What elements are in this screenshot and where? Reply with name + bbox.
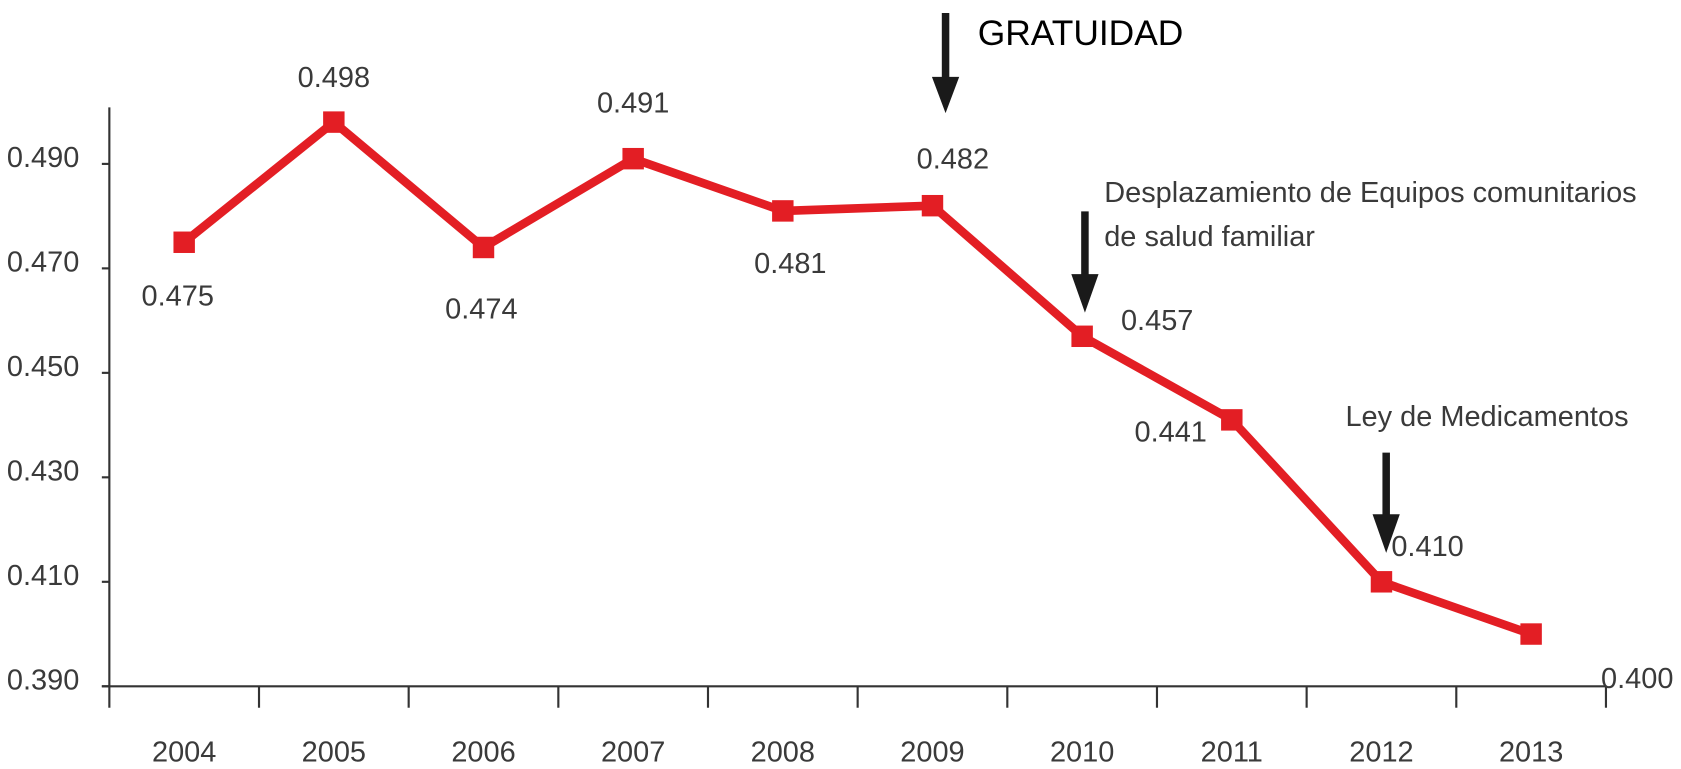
y-tick-label: 0.410 [7,560,79,592]
x-tick-label: 2004 [152,736,216,768]
annotation: Ley de Medicamentos [1345,401,1628,433]
data-label: 0.400 [1601,663,1673,695]
data-label: 0.482 [917,143,989,175]
marker [472,236,495,259]
data-label: 0.441 [1134,416,1206,448]
x-tick-label: 2011 [1201,736,1263,768]
x-tick-label: 2005 [302,736,366,768]
data-label: 0.481 [754,248,826,280]
x-tick-label: 2012 [1349,736,1413,768]
x-tick-label: 2007 [601,736,665,768]
annotation: GRATUIDAD [978,14,1184,53]
data-label: 0.457 [1121,305,1193,337]
marker [772,200,794,222]
x-tick-label: 2009 [900,736,964,768]
y-tick-label: 0.390 [7,665,79,697]
marker [323,111,345,133]
y-tick-label: 0.490 [7,142,79,174]
marker [1071,325,1093,348]
arrow-head [1372,514,1400,553]
y-tick-label: 0.430 [7,456,79,488]
line [181,117,1533,639]
arrow-head [931,76,960,114]
marker [1221,409,1243,431]
data-label: 0.410 [1391,531,1463,563]
marker [622,147,644,170]
annotation: Desplazamiento de Equipos comunitarios [1104,177,1636,209]
data-label: 0.491 [597,88,669,120]
data-label: 0.498 [298,62,370,94]
y-tick-label: 0.470 [7,247,79,279]
y-tick-label: 0.450 [7,351,79,383]
data-label: 0.474 [445,293,517,325]
x-tick-label: 2006 [451,736,515,768]
arrows [931,13,1400,553]
x-tick-label: 2008 [751,736,815,768]
marker [173,231,195,253]
annotation: de salud familiar [1104,221,1315,253]
x-tick-label: 2010 [1050,736,1114,768]
data-label: 0.475 [142,281,214,313]
x-tick-label: 2013 [1499,736,1563,768]
marker [1520,623,1542,645]
arrow-head [1071,274,1099,313]
marker [1370,571,1393,593]
marker [921,194,944,217]
